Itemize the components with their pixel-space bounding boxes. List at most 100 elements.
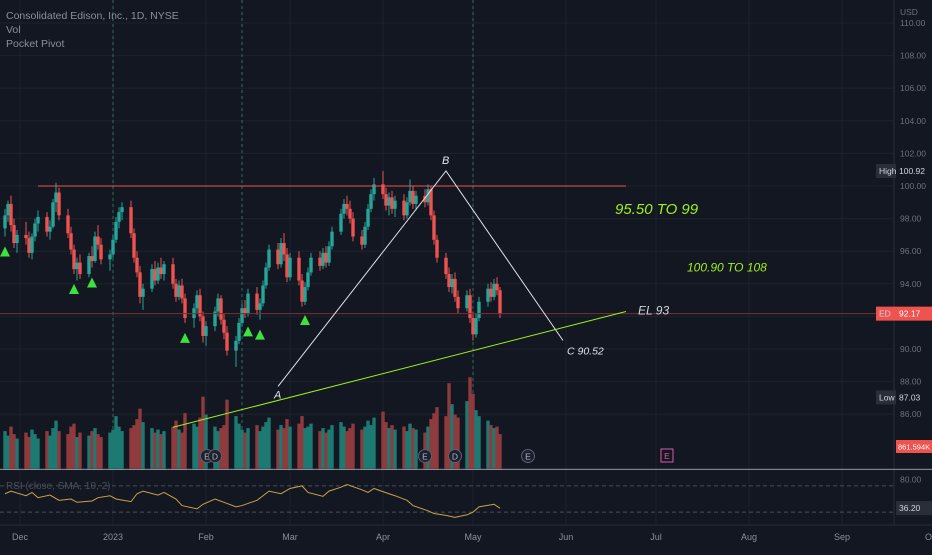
candle-body [282, 243, 286, 255]
price-tick-label: 90.00 [900, 344, 922, 354]
volume-bar [477, 416, 481, 470]
low-tag-bg [896, 390, 932, 405]
volume-bar [282, 428, 286, 470]
volume-bar [381, 411, 385, 470]
high-tag-value: 100.92 [899, 166, 925, 176]
volume-bar [117, 426, 121, 470]
candle-body [195, 295, 199, 309]
candle-body [366, 208, 370, 227]
candle-body [309, 257, 313, 273]
volume-bar [351, 423, 355, 470]
candle-body [198, 295, 202, 317]
volume-bar [327, 429, 331, 470]
volume-bar [408, 423, 412, 470]
candle-body [183, 298, 187, 319]
candle-body [426, 189, 430, 203]
candle-body [471, 318, 475, 335]
low-tag-label-bg [876, 390, 896, 405]
last-tag-label-bg [876, 306, 896, 321]
trend-line [172, 311, 627, 428]
event-marker-e [521, 449, 535, 463]
rsi-label: RSI (close, SMA, 10, 2) [6, 481, 110, 492]
candle-body [45, 216, 49, 232]
candle-body [57, 192, 61, 216]
volume-bar [219, 428, 223, 470]
volume-bar [132, 425, 136, 470]
volume-bar [57, 431, 61, 470]
volume-bar [393, 429, 397, 470]
candle-body [153, 269, 157, 281]
candle-body [393, 200, 397, 209]
volume-bar [204, 414, 208, 470]
volume-bar [303, 428, 307, 470]
candle-body [48, 226, 52, 232]
volume-bar [318, 431, 322, 470]
candle-body [234, 340, 238, 351]
volume-bar [72, 423, 76, 470]
candle-body [6, 203, 10, 216]
target-2-label: 100.90 TO 108 [687, 261, 767, 275]
indicator-pocket-pivot[interactable]: Pocket Pivot [6, 38, 65, 50]
volume-bar [75, 437, 79, 470]
candle-body [12, 225, 16, 244]
candle-body [258, 303, 262, 310]
volume-bar [222, 425, 226, 470]
volume-bar [489, 425, 493, 470]
volume-bar [402, 426, 406, 470]
rsi-line [4, 484, 501, 518]
time-tick-label: Aug [741, 532, 757, 542]
candle-body [201, 316, 205, 336]
volume-bar [456, 417, 460, 470]
candle-body [141, 288, 145, 297]
candle-body [465, 295, 469, 309]
candle-body [9, 203, 13, 226]
time-tick-label: Oct [925, 532, 932, 542]
high-tag-label-bg [876, 164, 896, 179]
candle-body [345, 203, 349, 209]
volume-tag-bg [896, 440, 932, 453]
candle-body [51, 202, 55, 227]
candle-body [384, 194, 388, 206]
indicator-vol[interactable]: Vol [6, 24, 21, 36]
price-tick-label: 108.00 [900, 51, 926, 61]
volume-bar [465, 401, 469, 470]
symbol-title[interactable]: Consolidated Edison, Inc., 1D, NYSE [6, 10, 179, 22]
volume-bar [387, 428, 391, 470]
candle-body [261, 285, 265, 304]
volume-tag-value: 861.594K [898, 443, 930, 452]
volume-bar [114, 416, 118, 470]
candle-body [297, 257, 301, 281]
time-tick-label: Apr [376, 532, 390, 542]
candle-body [456, 296, 460, 309]
candle-body [75, 262, 79, 270]
candle-body [174, 283, 178, 297]
candle-body [279, 243, 283, 265]
volume-bar [261, 426, 265, 470]
rsi-current-bg [896, 501, 932, 516]
volume-bar [30, 429, 34, 470]
price-tick-label: 86.00 [900, 409, 922, 419]
volume-bar [384, 422, 388, 470]
volume-bar [3, 431, 7, 470]
candle-body [486, 288, 490, 302]
event-marker-d [208, 449, 222, 463]
volume-bar [99, 437, 103, 470]
volume-bar [183, 413, 187, 470]
candle-body [414, 195, 418, 204]
volume-bar [24, 432, 28, 470]
volume-bar [453, 414, 457, 470]
volume-bar [45, 431, 49, 470]
volume-bar [306, 426, 310, 470]
candle-body [423, 195, 427, 203]
candle-body [114, 221, 118, 240]
candle-body [489, 288, 493, 297]
candle-body [138, 272, 142, 297]
candle-body [66, 215, 70, 234]
volume-bar [15, 438, 19, 470]
volume-bar [267, 417, 271, 470]
chart-legend: Consolidated Edison, Inc., 1D, NYSE Vol … [6, 9, 179, 51]
support-label: EL 93 [638, 304, 669, 318]
volume-bar [288, 426, 292, 470]
